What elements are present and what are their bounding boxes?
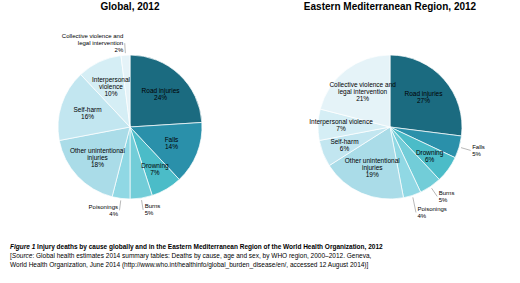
svg-text:Burns: Burns (439, 190, 455, 196)
svg-text:Self-harm: Self-harm (330, 138, 358, 145)
svg-text:Interpersonal violence: Interpersonal violence (309, 118, 373, 126)
html-text:[Source: Global health estimat: [Source: Global health estimates 2014 su… (10, 252, 372, 268)
svg-text:6%: 6% (425, 156, 435, 163)
svg-text:injuries: injuries (87, 154, 108, 162)
svg-text:Poisonings: Poisonings (417, 206, 446, 212)
svg-text:Other unintentional: Other unintentional (345, 157, 400, 164)
svg-text:Falls: Falls (165, 136, 179, 143)
svg-text:10%: 10% (104, 90, 117, 97)
svg-text:19%: 19% (366, 171, 379, 178)
svg-text:14%: 14% (165, 143, 178, 150)
svg-text:Drowning: Drowning (415, 148, 444, 156)
svg-text:2%: 2% (115, 47, 124, 53)
html-text:Figure 1 Injury deaths by caus: Figure 1 Injury deaths by cause globally… (10, 243, 383, 250)
svg-text:4%: 4% (417, 213, 426, 219)
svg-text:legal intervention: legal intervention (338, 88, 388, 96)
svg-text:6%: 6% (340, 145, 350, 152)
svg-text:violence: violence (99, 83, 123, 90)
svg-text:injuries: injuries (362, 164, 383, 172)
svg-text:legal intervention: legal intervention (78, 40, 123, 46)
svg-text:Drowning: Drowning (141, 162, 169, 170)
svg-text:Other unintentional: Other unintentional (70, 147, 125, 154)
svg-text:Road injuries: Road injuries (141, 87, 180, 95)
svg-text:7%: 7% (150, 169, 160, 176)
svg-text:27%: 27% (417, 97, 430, 104)
svg-text:21%: 21% (356, 95, 369, 102)
svg-text:Falls: Falls (472, 144, 485, 150)
html-text:Global, 2012: Global, 2012 (100, 1, 160, 12)
svg-text:4%: 4% (109, 211, 118, 217)
html-text:Eastern Mediterranean Region,: Eastern Mediterranean Region, 2012 (303, 1, 477, 12)
svg-text:Poisonings: Poisonings (89, 204, 118, 210)
svg-text:5%: 5% (145, 210, 154, 216)
svg-text:5%: 5% (472, 151, 481, 157)
svg-text:Road injuries: Road injuries (404, 90, 443, 98)
svg-text:Self-harm: Self-harm (73, 106, 101, 113)
svg-text:Burns: Burns (145, 203, 161, 209)
svg-text:5%: 5% (439, 197, 448, 203)
svg-text:7%: 7% (336, 125, 346, 132)
svg-text:Collective violence and: Collective violence and (62, 33, 123, 39)
svg-text:Collective violence and: Collective violence and (329, 81, 396, 88)
svg-text:Interpersonal: Interpersonal (92, 76, 130, 84)
svg-text:24%: 24% (154, 94, 167, 101)
svg-text:18%: 18% (91, 161, 104, 168)
svg-text:16%: 16% (81, 113, 94, 120)
